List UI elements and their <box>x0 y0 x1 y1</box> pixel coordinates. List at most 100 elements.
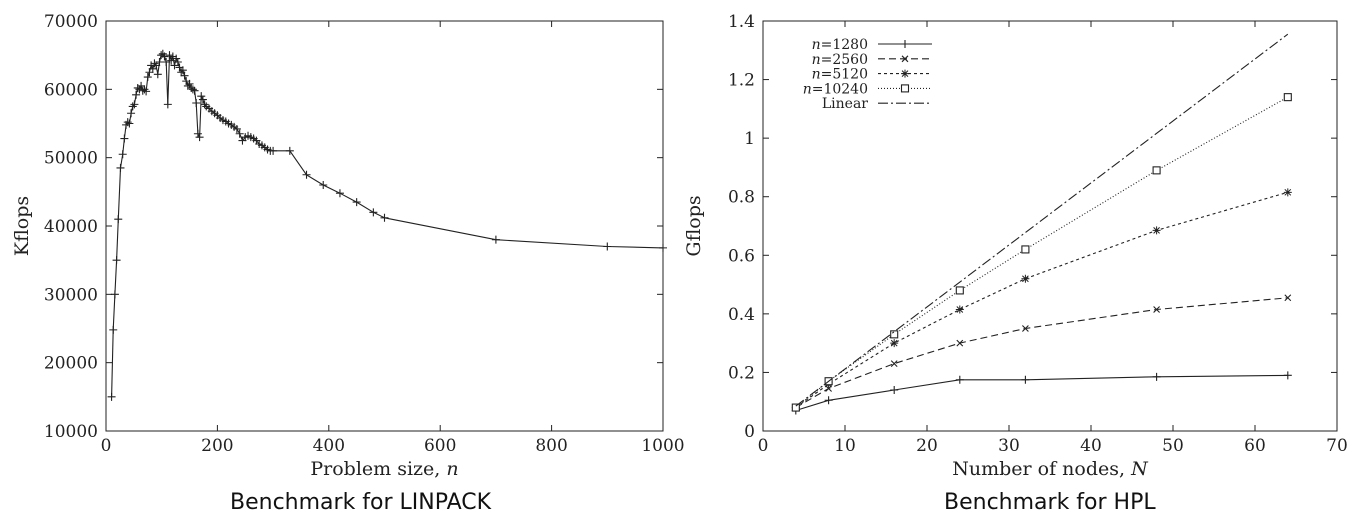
data-point-0-3 <box>112 256 121 265</box>
data-point-0-53 <box>197 92 206 101</box>
data-point-0-51 <box>193 129 202 138</box>
data-point-0-31 <box>160 52 169 61</box>
data-point-0-45 <box>183 81 192 90</box>
x-tick-label: 1000 <box>641 436 684 456</box>
data-point-1-6 <box>1284 294 1292 302</box>
data-point-0-15 <box>133 83 142 92</box>
data-point-3-5 <box>1152 166 1161 175</box>
data-point-0-22 <box>145 68 154 77</box>
data-point-3-0 <box>791 403 800 412</box>
legend-label: n=5120 <box>812 67 868 83</box>
x-tick-label: 20 <box>916 436 938 456</box>
data-point-0-34 <box>165 51 174 60</box>
data-point-1-5 <box>1153 306 1160 313</box>
data-point-0-4 <box>114 215 123 224</box>
data-point-0-82 <box>302 170 311 179</box>
y-tick-label: 0.4 <box>728 305 755 325</box>
data-point-0-14 <box>132 90 141 99</box>
legend-marker-3 <box>900 84 910 93</box>
data-point-0-39 <box>173 58 182 66</box>
data-point-0-67 <box>232 124 241 133</box>
hpl-chart: 0 10 20 30 40 50 60 70 0 0.2 0.4 0.6 0.8 1 1.2 1.4 Numbe… <box>683 12 1348 480</box>
data-point-0-87 <box>380 213 389 222</box>
data-point-0-27 <box>153 70 162 79</box>
legend-marker-2 <box>901 69 909 78</box>
data-point-0-88 <box>491 235 500 244</box>
data-point-3-3 <box>955 286 964 295</box>
legend-label: n=2560 <box>812 52 868 68</box>
data-point-0-38 <box>172 54 181 63</box>
x-tick-label: 30 <box>998 436 1020 456</box>
data-point-0-80 <box>269 146 278 155</box>
data-point-0-81 <box>285 146 294 155</box>
y-tick-label: 10000 <box>44 422 98 442</box>
data-point-0-9 <box>123 118 132 127</box>
x-tick-label: 800 <box>535 436 567 456</box>
data-point-2-4 <box>1021 274 1030 283</box>
data-point-0-5 <box>116 163 125 172</box>
data-point-0-68 <box>235 129 244 138</box>
data-point-0-33 <box>163 100 172 109</box>
data-point-0-12 <box>128 102 137 111</box>
data-point-0-19 <box>140 85 149 94</box>
x-tick-label: 50 <box>1162 436 1184 456</box>
x-axis-label: Problem size, n <box>310 458 458 480</box>
data-point-0-54 <box>198 95 207 104</box>
linpack-caption: Benchmark for LINPACK <box>230 490 492 515</box>
legend-label: n=10240 <box>803 81 868 97</box>
y-tick-label: 0.8 <box>728 188 755 208</box>
data-point-3-2 <box>890 330 899 339</box>
y-axis-label: Gflops <box>683 195 705 256</box>
data-point-0-55 <box>200 100 209 109</box>
series-line-1 <box>795 297 1288 409</box>
data-point-0-36 <box>168 52 177 61</box>
x-tick-label: 10 <box>834 436 856 456</box>
data-point-0-21 <box>143 73 152 82</box>
y-tick-label: 30000 <box>44 285 98 305</box>
data-point-0-43 <box>180 71 189 80</box>
x-tick-label: 60 <box>1244 436 1266 456</box>
data-point-0-3 <box>955 375 964 384</box>
data-point-0-35 <box>167 56 176 65</box>
data-point-0-24 <box>148 64 157 73</box>
data-point-2-2 <box>890 339 899 348</box>
data-point-0-4 <box>1021 375 1030 384</box>
x-tick-label: 600 <box>424 436 456 456</box>
y-tick-label: 1.2 <box>728 71 755 91</box>
hpl-caption: Benchmark for HPL <box>944 490 1156 515</box>
data-point-0-6 <box>1283 371 1292 380</box>
data-point-1-2 <box>890 360 898 368</box>
data-point-3-6 <box>1283 93 1292 102</box>
data-point-0-49 <box>190 86 199 95</box>
data-point-3-4 <box>1021 245 1030 254</box>
y-axis-label: Kflops <box>11 196 33 256</box>
series-line-0 <box>111 52 664 397</box>
legend-marker-0 <box>901 40 909 48</box>
data-point-0-20 <box>142 87 151 96</box>
legend-label: Linear <box>822 96 868 112</box>
linpack-chart: 0 200 400 600 800 1000 10000 20000 30000 40000 500… <box>11 12 685 480</box>
legend-label: n=1280 <box>812 37 868 53</box>
data-point-1-3 <box>956 339 964 347</box>
data-point-0-50 <box>192 99 201 107</box>
x-tick-label: 40 <box>1080 436 1102 456</box>
data-point-0-48 <box>188 85 197 94</box>
data-point-2-5 <box>1152 226 1161 235</box>
data-point-0-83 <box>319 181 328 189</box>
data-point-0-2 <box>110 290 119 299</box>
y-tick-label: 0 <box>744 422 755 442</box>
data-point-0-0 <box>107 392 116 401</box>
x-tick-label: 0 <box>101 436 112 456</box>
data-point-0-11 <box>127 109 136 118</box>
y-tick-label: 1.4 <box>728 12 755 32</box>
series-line-2 <box>795 191 1288 409</box>
data-point-0-1 <box>109 325 118 334</box>
y-tick-label: 70000 <box>44 12 98 32</box>
data-point-0-85 <box>352 198 361 207</box>
series-line-4 <box>795 33 1289 407</box>
data-point-0-25 <box>150 59 159 68</box>
data-point-0-2 <box>890 386 899 394</box>
y-tick-label: 60000 <box>44 80 98 100</box>
data-point-0-42 <box>178 66 187 75</box>
y-tick-label: 0.2 <box>728 363 755 383</box>
